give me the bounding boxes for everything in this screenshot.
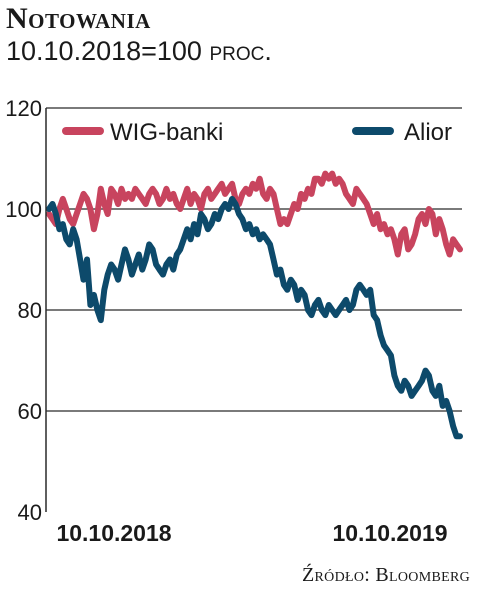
y-tick-label-80: 80 <box>18 298 42 323</box>
y-tick-label-60: 60 <box>18 399 42 424</box>
series-line-wig-banki <box>46 170 463 258</box>
legend-label-alior: Alior <box>404 119 452 146</box>
legend: WIG-banki Alior <box>62 119 452 146</box>
y-tick-label-40: 40 <box>18 500 42 525</box>
grid-lines <box>46 107 462 412</box>
subtitle-unit: proc. <box>209 36 272 66</box>
y-tick-label-120: 120 <box>5 96 42 121</box>
x-tick-label-1: 10.10.2018 <box>56 520 171 546</box>
y-tick-label-100: 100 <box>5 197 42 222</box>
y-axis-ticks: 40 60 80 100 120 <box>5 96 42 525</box>
series-line-alior <box>46 195 463 440</box>
chart-subtitle: 10.10.2018=100 proc. <box>6 36 272 67</box>
chart-title: Notowania <box>6 2 151 35</box>
series-lines <box>46 170 463 440</box>
x-tick-label-2: 10.10.2019 <box>332 520 447 546</box>
source-note: Źródło: Bloomberg <box>302 564 470 586</box>
legend-label-wig-banki: WIG-banki <box>110 119 223 146</box>
subtitle-base: 10.10.2018=100 <box>6 36 202 66</box>
x-axis-ticks: 10.10.2018 10.10.2019 <box>56 520 447 546</box>
